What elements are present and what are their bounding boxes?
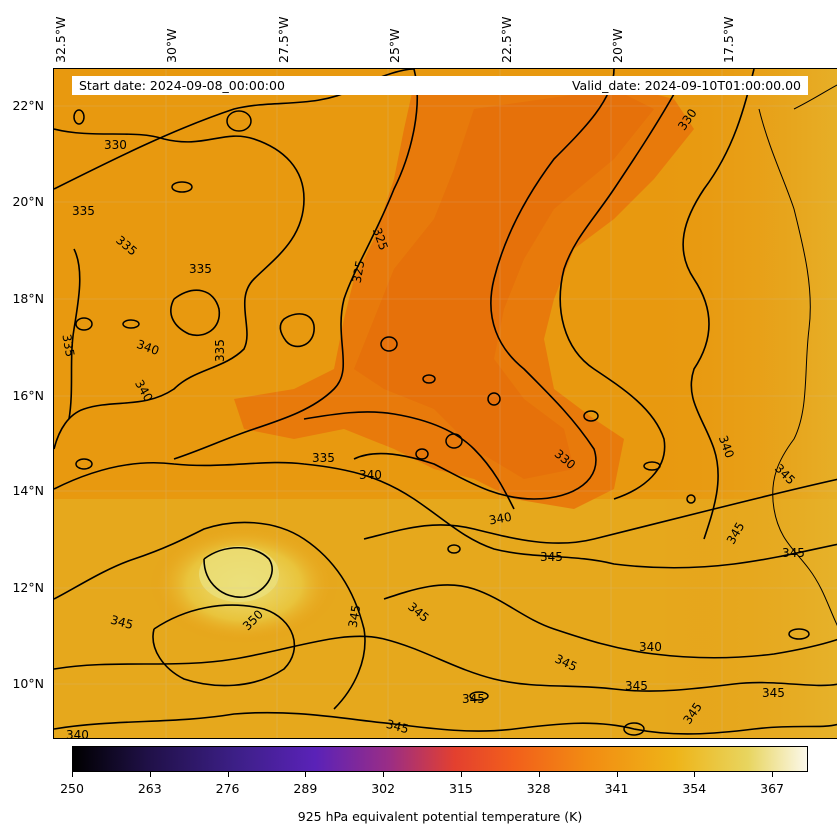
contour-label: 340: [488, 510, 513, 528]
colorbar-tick-label: 289: [293, 781, 318, 796]
valid-date-label: Valid_date: 2024-09-10T01:00:00.00: [571, 78, 801, 93]
lat-label: 18°N: [12, 291, 44, 306]
colorbar-tick: [694, 772, 696, 777]
colorbar-tick-label: 341: [604, 781, 629, 796]
colorbar-tick-label: 354: [682, 781, 707, 796]
date-info-bar: Start date: 2024-09-08_00:00:00 Valid_da…: [72, 76, 808, 95]
contour-label: 335: [312, 451, 335, 465]
contour-label: 345: [462, 692, 485, 706]
contour-label: 335: [72, 204, 95, 218]
lon-label: 30°W: [164, 28, 179, 63]
lon-label: 22.5°W: [499, 16, 514, 63]
colorbar-tick-label: 315: [449, 781, 473, 796]
colorbar-tick-label: 276: [215, 781, 240, 796]
contour-label: 345: [540, 550, 563, 564]
colorbar-tick: [383, 772, 385, 777]
lat-label: 22°N: [12, 98, 44, 113]
colorbar-tick: [616, 772, 618, 777]
colorbar-tick: [538, 772, 540, 777]
lat-label: 20°N: [12, 194, 44, 209]
colorbar-tick: [72, 772, 73, 777]
colorbar-tick-label: 367: [760, 781, 785, 796]
map-panel: 330 330 335 335 335 335 340 340 340 335 …: [53, 68, 837, 739]
colorbar: [72, 746, 808, 772]
contour-label: 345: [762, 686, 785, 700]
colorbar-tick-label: 302: [371, 781, 396, 796]
contour-islands: [73, 109, 810, 736]
east-warm-band: [654, 69, 837, 738]
lat-label: 16°N: [12, 388, 44, 403]
cool-core-inner: [354, 89, 654, 479]
contour-label: 340: [359, 468, 382, 482]
coastline: [758, 84, 837, 626]
lat-label: 14°N: [12, 483, 44, 498]
contour-label: 345: [385, 717, 411, 736]
contour-label: 325: [350, 259, 368, 284]
contour-label: 340: [639, 640, 662, 654]
contour-label: 345: [625, 679, 648, 693]
colorbar-tick: [772, 772, 774, 777]
contour-label: 345: [109, 613, 135, 632]
start-date-label: Start date: 2024-09-08_00:00:00: [79, 78, 285, 93]
contour-lines: [54, 69, 837, 735]
colorbar-tick: [149, 772, 151, 777]
colorbar-tick-label: 328: [526, 781, 551, 796]
lon-label: 25°W: [387, 28, 402, 63]
contour-label: 335: [189, 262, 212, 276]
warm-pool-core: [199, 546, 279, 602]
lon-label: 17.5°W: [721, 16, 736, 63]
contour-label: 330: [104, 138, 127, 152]
colorbar-tick-label: 263: [137, 781, 162, 796]
contour-label: 345: [782, 546, 805, 560]
graticule: [54, 69, 837, 738]
colorbar-tick: [305, 772, 307, 777]
contour-label: 340: [66, 728, 89, 739]
colorbar-tick: [227, 772, 229, 777]
contour-label: 335: [59, 333, 77, 358]
contour-label: 345: [346, 604, 364, 629]
lon-label: 27.5°W: [276, 16, 291, 63]
lon-label: 32.5°W: [53, 16, 68, 63]
colorbar-tick: [460, 772, 462, 777]
theta-e-map: 330 330 335 335 335 335 340 340 340 335 …: [54, 69, 837, 739]
lat-label: 12°N: [12, 580, 44, 595]
contour-label: 335: [213, 339, 227, 362]
lat-label: 10°N: [12, 676, 44, 691]
colorbar-tick-label: 250: [60, 781, 84, 796]
lon-label: 20°W: [610, 28, 625, 63]
colorbar-title: 925 hPa equivalent potential temperature…: [297, 809, 583, 824]
